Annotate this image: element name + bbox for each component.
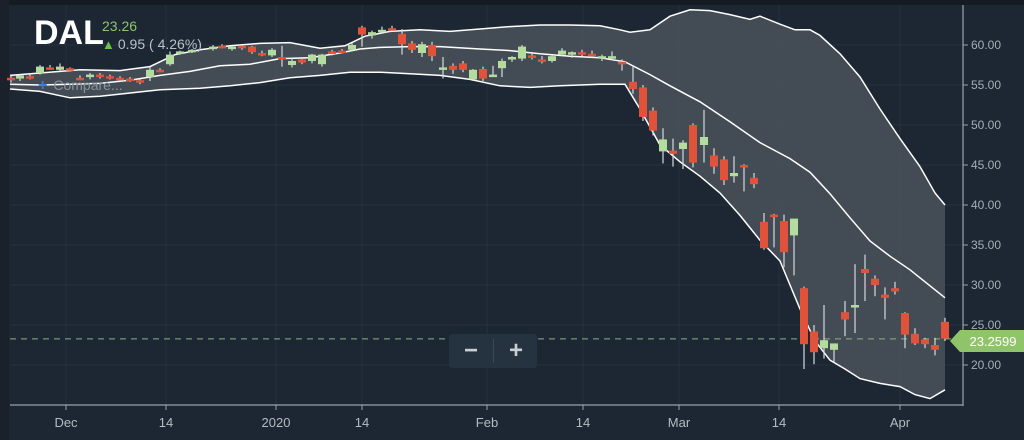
y-axis-label: 45.00 — [971, 158, 1002, 172]
compare-button[interactable]: + Compare... — [38, 77, 123, 95]
y-axis-label: 35.00 — [971, 238, 1002, 252]
current-price-value: 23.2599 — [970, 334, 1017, 349]
arrow-up-icon: ▲ — [102, 37, 115, 52]
x-axis-label: Mar — [667, 415, 691, 430]
y-axis-label: 20.00 — [971, 358, 1002, 372]
left-edge — [0, 0, 9, 440]
y-axis-label: 40.00 — [971, 198, 1002, 212]
x-axis-label: Feb — [475, 415, 499, 430]
y-axis-label: 25.00 — [971, 318, 1002, 332]
zoom-controls: − + — [449, 334, 537, 368]
zoom-out-button[interactable]: − — [463, 337, 478, 364]
zoom-in-button[interactable]: + — [508, 337, 523, 364]
y-axis-label: 50.00 — [971, 118, 1002, 132]
price-tag-shape: 23.2599 — [950, 330, 1024, 352]
plus-icon: + — [38, 77, 48, 94]
top-edge — [9, 0, 1024, 5]
ticker-symbol: DAL — [34, 14, 104, 52]
y-axis-label: 60.00 — [971, 38, 1002, 52]
x-axis-label: 14 — [158, 415, 174, 430]
candlesticks — [7, 25, 949, 369]
x-axis-label: 2020 — [261, 415, 291, 430]
x-axis-label: 14 — [771, 415, 787, 430]
x-axis-label: 14 — [354, 415, 370, 430]
x-axis-label: Dec — [54, 415, 78, 430]
price-change: ▲ 0.95 ( 4.26%) — [102, 36, 202, 52]
zoom-separator — [493, 339, 494, 363]
y-axis-label: 30.00 — [971, 278, 1002, 292]
price-change-value: 0.95 ( 4.26%) — [117, 36, 202, 52]
compare-label: Compare... — [53, 77, 123, 93]
x-axis-label: Apr — [889, 415, 911, 430]
y-axis-label: 55.00 — [971, 78, 1002, 92]
last-price: 23.26 — [102, 18, 138, 34]
x-axis-label: 14 — [575, 415, 591, 430]
